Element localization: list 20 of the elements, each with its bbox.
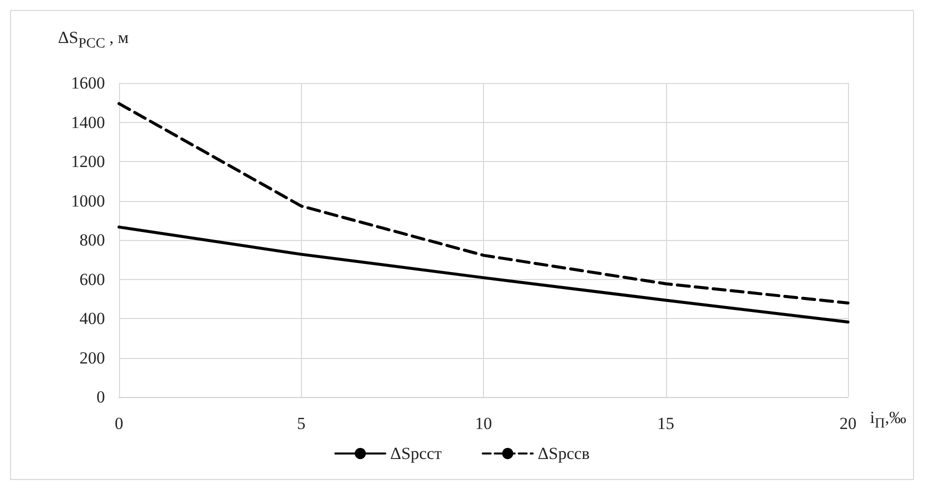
y-tick-label: 1400 xyxy=(71,112,105,132)
x-tick-label: 20 xyxy=(840,414,856,433)
legend-label: ΔSpccт xyxy=(390,444,442,463)
y-tick-label: 1600 xyxy=(71,74,105,92)
x-tick-label: 0 xyxy=(114,414,124,433)
x-tick-label: 5 xyxy=(297,414,306,433)
y-tick-label: 400 xyxy=(80,309,105,328)
y-axis-title: ΔS$_{PCC}$ , м xyxy=(58,28,129,52)
x-axis-title: i$_{П}$,‰ xyxy=(870,408,906,432)
y-tick-label: 1000 xyxy=(71,191,105,210)
y-tick-label: 200 xyxy=(80,348,105,368)
line-series xyxy=(118,102,850,304)
y-tick-label: 1200 xyxy=(71,152,105,171)
y-tick-label: 800 xyxy=(80,230,105,250)
line-series xyxy=(118,226,850,324)
y-tick-label: 600 xyxy=(80,270,105,289)
x-tick-label: 15 xyxy=(657,414,674,433)
y-tick-label: 0 xyxy=(96,388,105,406)
legend-label: ΔSpccв xyxy=(538,444,590,463)
x-tick-label: 10 xyxy=(475,414,492,433)
